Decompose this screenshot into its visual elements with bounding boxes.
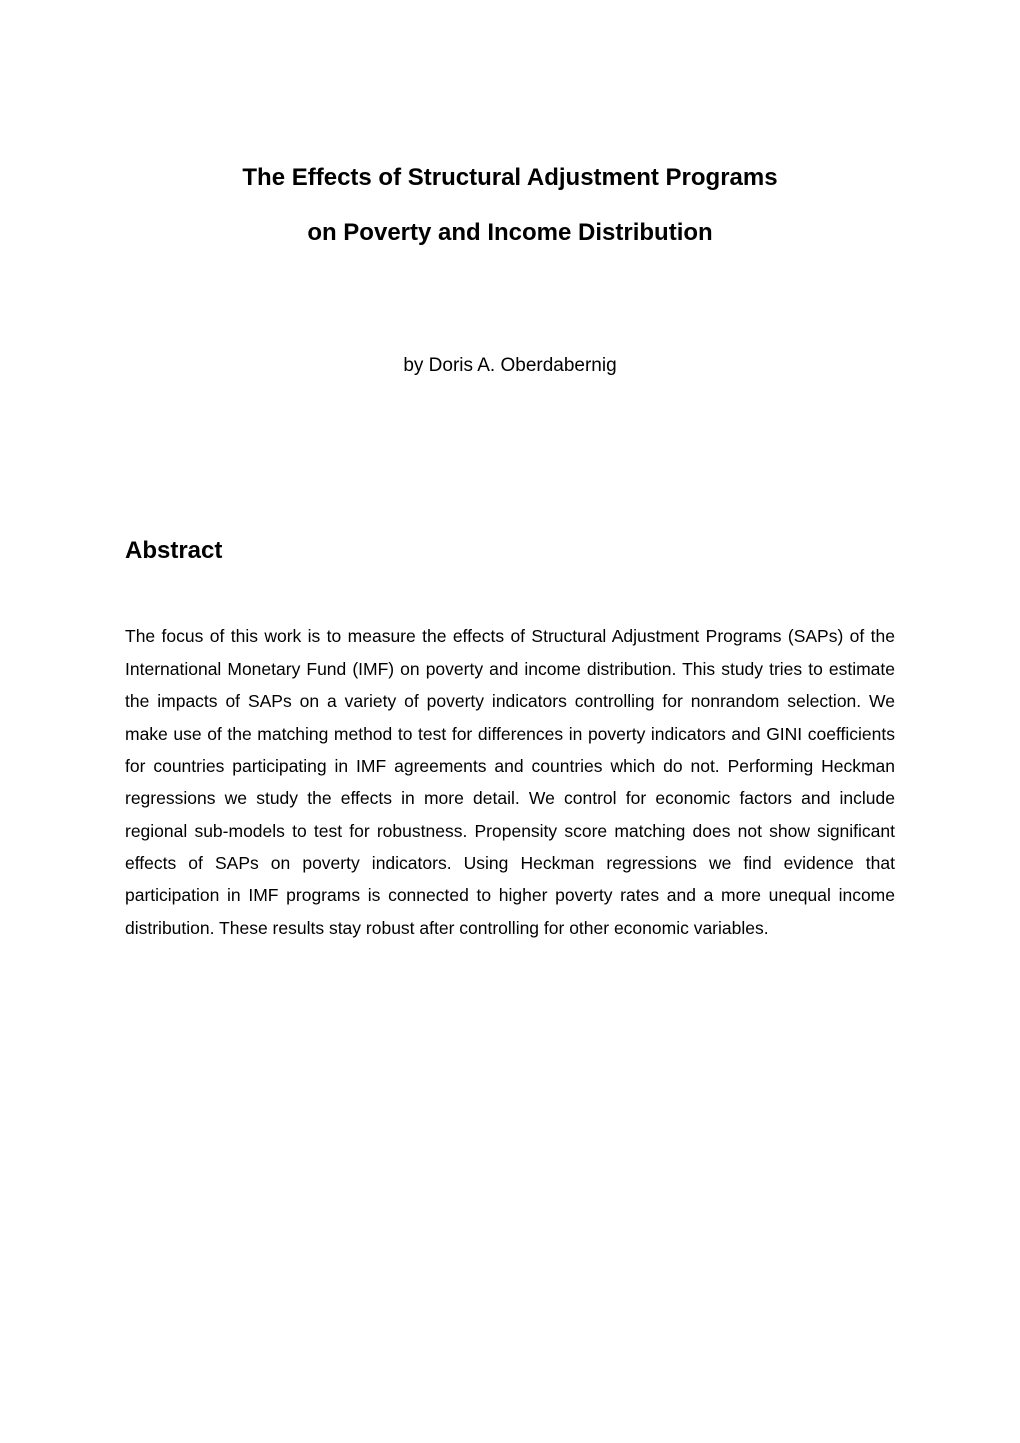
- title-line-2: on Poverty and Income Distribution: [125, 205, 895, 260]
- title-line-1: The Effects of Structural Adjustment Pro…: [125, 150, 895, 205]
- abstract-body: The focus of this work is to measure the…: [125, 620, 895, 944]
- author-name: Doris A. Oberdabernig: [429, 355, 617, 376]
- author-prefix: by: [403, 355, 428, 376]
- title-block: The Effects of Structural Adjustment Pro…: [125, 150, 895, 260]
- abstract-heading: Abstract: [125, 537, 895, 565]
- author-block: by Doris A. Oberdabernig: [125, 355, 895, 377]
